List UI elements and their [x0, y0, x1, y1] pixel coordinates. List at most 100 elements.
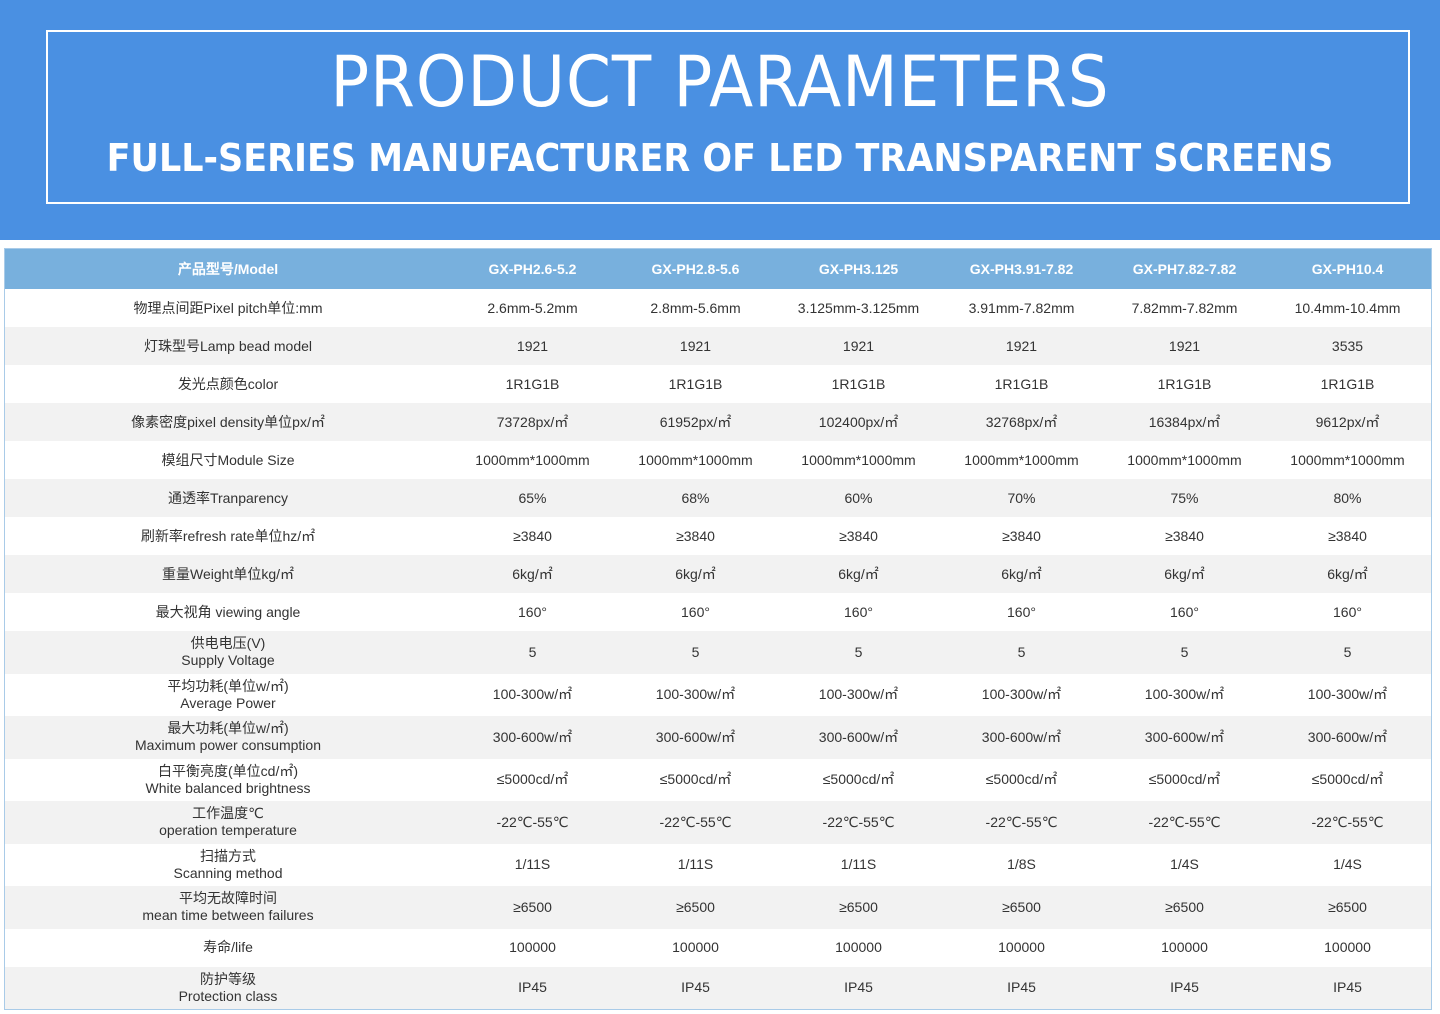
table-row: 防护等级 Protection class IP45 IP45 IP45 IP45 IP45…: [5, 966, 1431, 1010]
table-cell: ≥6500: [839, 898, 878, 915]
table-cell: 300-600w/㎡: [655, 728, 736, 745]
row-label-stack: 供电电压(V) Supply Voltage: [181, 635, 274, 669]
table-cell: ≤5000cd/㎡: [822, 771, 895, 788]
table-row: 物理点间距Pixel pitch单位:mm 2.6mm-5.2mm 2.8mm-5.…: [5, 289, 1431, 327]
row-label-cell: 防护等级 Protection class: [5, 967, 451, 1010]
row-label-stack: 白平衡亮度(单位cd/㎡) White balanced brightness: [146, 763, 311, 797]
row-label-secondary: Maximum power consumption: [135, 737, 321, 754]
table-cell: ≤5000cd/㎡: [1148, 771, 1221, 788]
row-label-stack: 平均功耗(单位w/㎡) Average Power: [167, 678, 288, 712]
row-label-secondary: Average Power: [180, 694, 276, 711]
table-cell: -22℃-55℃: [659, 813, 732, 830]
table-cell: 1921: [1168, 337, 1201, 354]
table-cell: 2.6mm-5.2mm: [487, 299, 578, 316]
table-cell: 300-600w/㎡: [1144, 728, 1225, 745]
row-label-primary: 白平衡亮度(单位cd/㎡): [158, 762, 298, 779]
table-cell: 2.8mm-5.6mm: [650, 299, 741, 316]
header-cell-model: GX-PH2.6-5.2: [488, 260, 577, 277]
table-cell: 6kg/㎡: [675, 565, 716, 582]
table-cell: 5: [1017, 643, 1026, 660]
table-cell: ≥6500: [676, 898, 715, 915]
row-label-primary: 工作温度℃: [192, 805, 264, 822]
table-cell: 100-300w/㎡: [818, 686, 899, 703]
table-cell: 1000mm*1000mm: [1290, 451, 1405, 468]
table-cell: ≥6500: [1328, 898, 1367, 915]
row-label-cell: 最大视角 viewing angle: [155, 603, 301, 620]
table-cell: 1R1G1B: [668, 375, 723, 392]
table-cell: 5: [1180, 643, 1189, 660]
table-cell: IP45: [1333, 979, 1362, 996]
table-cell: 68%: [681, 489, 710, 506]
table-cell: ≤5000cd/㎡: [985, 771, 1058, 788]
row-label-cell: 灯珠型号Lamp bead model: [143, 337, 313, 354]
header-cell-label: 产品型号/Model: [177, 260, 279, 277]
header-cell-model: GX-PH3.125: [818, 260, 899, 277]
table-cell: 300-600w/㎡: [492, 728, 573, 745]
table-cell: 100-300w/㎡: [981, 686, 1062, 703]
row-label-secondary: Supply Voltage: [181, 652, 275, 669]
table-row: 寿命/life 100000 100000 100000 100000 100000 100…: [5, 929, 1431, 967]
table-row: 刷新率refresh rate单位hz/㎡ ≥3840 ≥3840 ≥3840 ≥384…: [5, 517, 1431, 555]
table-cell: 73728px/㎡: [496, 413, 569, 430]
table-row: 发光点颜色color 1R1G1B 1R1G1B 1R1G1B 1R1G1B 1R1G1B…: [5, 365, 1431, 403]
table-cell: 3.91mm-7.82mm: [968, 299, 1075, 316]
row-label-cell: 平均无故障时间 mean time between failures: [5, 886, 451, 929]
row-label-stack: 工作温度℃ operation temperature: [159, 805, 297, 839]
row-label-cell: 刷新率refresh rate单位hz/㎡: [140, 527, 316, 544]
table-cell: 160°: [1007, 603, 1036, 620]
table-cell: 1921: [516, 337, 549, 354]
table-cell: 160°: [1170, 603, 1199, 620]
table-cell: 100000: [1324, 939, 1371, 955]
table-cell: 160°: [681, 603, 710, 620]
row-label-cell: 工作温度℃ operation temperature: [5, 801, 451, 844]
page-title: PRODUCT PARAMETERS: [330, 41, 1110, 123]
table-cell: 1000mm*1000mm: [801, 451, 916, 468]
row-label-secondary: mean time between failures: [142, 907, 314, 924]
table-cell: 61952px/㎡: [659, 413, 732, 430]
table-row: 最大功耗(单位w/㎡) Maximum power consumption 300-…: [5, 716, 1431, 759]
table-cell: 1R1G1B: [994, 375, 1049, 392]
table-cell: 300-600w/㎡: [981, 728, 1062, 745]
table-cell: 300-600w/㎡: [818, 728, 899, 745]
table-cell: 160°: [844, 603, 873, 620]
table-cell: 100-300w/㎡: [655, 686, 736, 703]
table-cell: ≥6500: [513, 898, 552, 915]
table-cell: 1/11S: [840, 856, 877, 873]
table-cell: 70%: [1007, 489, 1036, 506]
table-cell: ≥6500: [1002, 898, 1041, 915]
row-label-cell: 最大功耗(单位w/㎡) Maximum power consumption: [5, 716, 451, 759]
table-cell: 1R1G1B: [831, 375, 886, 392]
row-label-primary: 供电电压(V): [190, 635, 266, 652]
header-cell-model: GX-PH3.91-7.82: [969, 260, 1074, 277]
row-label-cell: 通透率Tranparency: [167, 489, 289, 506]
row-label-secondary: Scanning method: [173, 864, 283, 881]
row-label-cell: 像素密度pixel density单位px/㎡: [131, 413, 325, 430]
table-cell: ≥6500: [1165, 898, 1204, 915]
table-cell: 160°: [1333, 603, 1362, 620]
table-cell: -22℃-55℃: [822, 813, 895, 830]
row-label-stack: 最大功耗(单位w/㎡) Maximum power consumption: [135, 720, 321, 754]
row-label-cell: 重量Weight单位kg/㎡: [162, 565, 294, 582]
row-label-primary: 扫描方式: [200, 847, 256, 864]
row-label-stack: 防护等级 Protection class: [179, 971, 278, 1005]
table-cell: 5: [1343, 643, 1352, 660]
table-cell: ≥3840: [839, 527, 878, 544]
table-cell: 100000: [1161, 939, 1208, 955]
table-row: 像素密度pixel density单位px/㎡ 73728px/㎡ 61952px/…: [5, 403, 1431, 441]
table-cell: ≥3840: [676, 527, 715, 544]
table-cell: ≤5000cd/㎡: [659, 771, 732, 788]
table-cell: 16384px/㎡: [1148, 413, 1221, 430]
table-row: 工作温度℃ operation temperature -22℃-55℃ -22℃-5…: [5, 801, 1431, 844]
table-cell: 1000mm*1000mm: [475, 451, 590, 468]
table-cell: -22℃-55℃: [1148, 813, 1221, 830]
table-row: 灯珠型号Lamp bead model 1921 1921 1921 1921 1921 3…: [5, 327, 1431, 365]
table-cell: 1/11S: [514, 856, 551, 873]
table-cell: IP45: [1007, 979, 1036, 996]
table-cell: 6kg/㎡: [512, 565, 553, 582]
table-cell: 5: [528, 643, 537, 660]
table-cell: -22℃-55℃: [1311, 813, 1384, 830]
table-cell: -22℃-55℃: [496, 813, 569, 830]
row-label-primary: 平均功耗(单位w/㎡): [167, 677, 289, 694]
row-label-cell: 扫描方式 Scanning method: [5, 844, 451, 887]
page-subtitle: FULL-SERIES MANUFACTURER OF LED TRANSPAR…: [106, 136, 1334, 180]
